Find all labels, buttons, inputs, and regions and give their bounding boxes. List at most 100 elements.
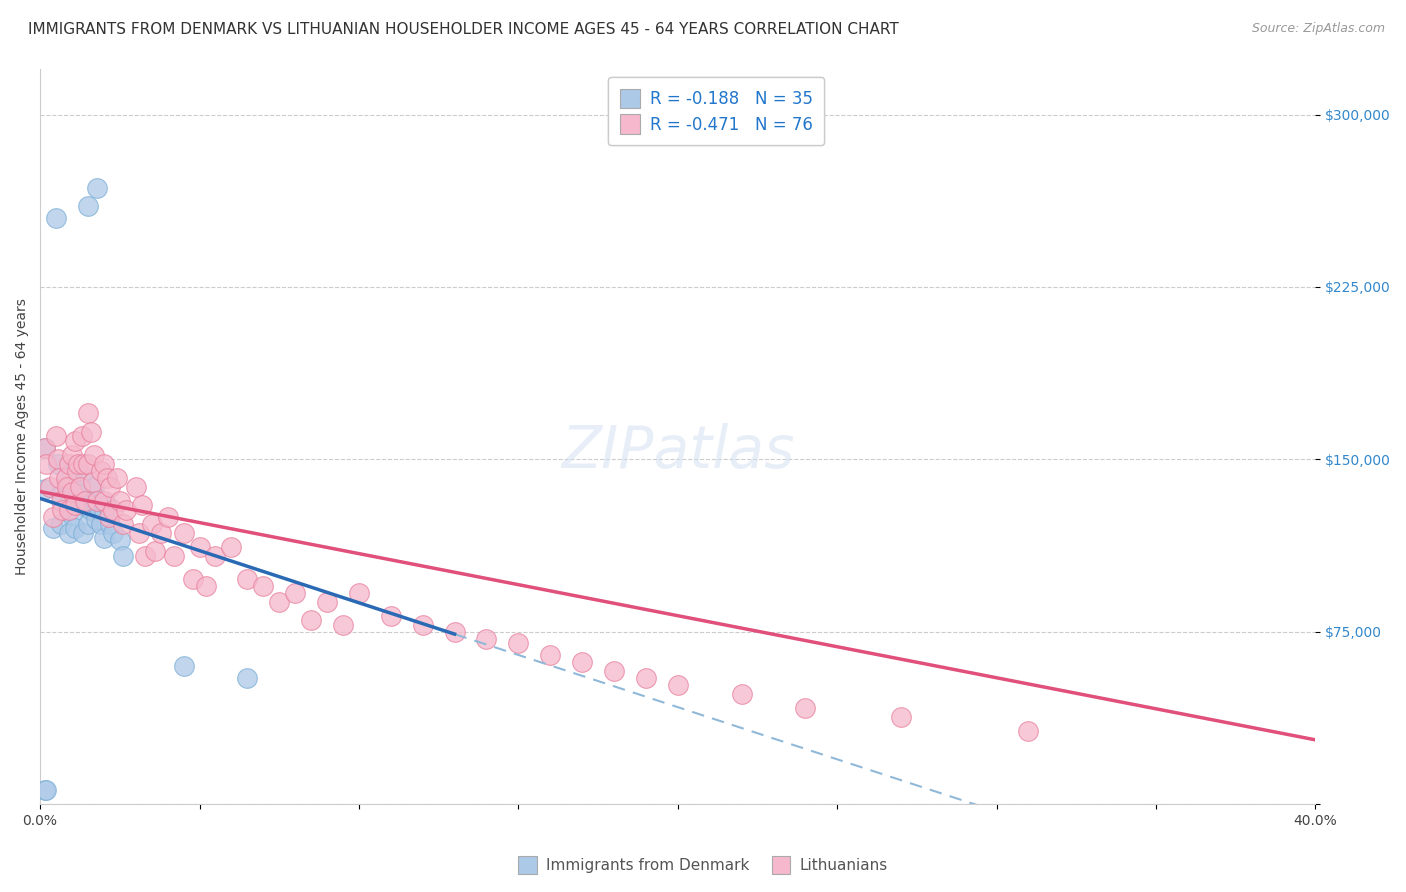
Point: [93, 503, 115, 517]
Point: [794, 700, 817, 714]
Point: [34, 482, 56, 496]
Point: [55, 471, 77, 485]
Point: [131, 499, 153, 513]
Point: [93, 493, 115, 508]
Text: Source: ZipAtlas.com: Source: ZipAtlas.com: [1251, 22, 1385, 36]
Point: [666, 678, 689, 692]
Point: [221, 540, 243, 554]
Point: [48, 471, 70, 485]
Point: [173, 659, 195, 673]
Point: [103, 525, 125, 540]
Text: IMMIGRANTS FROM DENMARK VS LITHUANIAN HOUSEHOLDER INCOME AGES 45 - 64 YEARS CORR: IMMIGRANTS FROM DENMARK VS LITHUANIAN HO…: [28, 22, 898, 37]
Point: [77, 199, 100, 213]
Point: [63, 499, 86, 513]
Point: [77, 516, 100, 531]
Point: [156, 509, 179, 524]
Point: [60, 484, 83, 499]
Point: [115, 503, 138, 517]
Y-axis label: Householder Income Ages 45 - 64 years: Householder Income Ages 45 - 64 years: [15, 298, 30, 574]
Point: [55, 475, 77, 490]
Point: [143, 544, 166, 558]
Point: [412, 618, 434, 632]
Point: [603, 664, 626, 678]
Point: [299, 613, 322, 627]
Text: ZIPatlas: ZIPatlas: [561, 423, 794, 480]
Point: [70, 468, 93, 483]
Point: [83, 448, 105, 462]
Point: [634, 671, 657, 685]
Point: [72, 457, 94, 471]
Point: [46, 457, 69, 471]
Point: [42, 521, 65, 535]
Point: [98, 516, 121, 531]
Point: [60, 448, 83, 462]
Point: [86, 493, 108, 508]
Point: [46, 452, 69, 467]
Point: [141, 516, 163, 531]
Point: [60, 508, 83, 522]
Point: [93, 531, 115, 545]
Point: [538, 648, 561, 662]
Point: [163, 549, 186, 563]
Point: [269, 595, 291, 609]
Point: [34, 441, 56, 455]
Point: [97, 509, 120, 524]
Point: [82, 475, 104, 490]
Point: [134, 549, 156, 563]
Point: [194, 579, 217, 593]
Point: [34, 783, 56, 797]
Point: [181, 572, 204, 586]
Point: [77, 457, 100, 471]
Point: [63, 521, 86, 535]
Point: [380, 608, 402, 623]
Point: [111, 516, 134, 531]
Point: [49, 493, 72, 508]
Point: [51, 503, 73, 517]
Point: [111, 549, 134, 563]
Point: [443, 624, 465, 639]
Point: [73, 493, 96, 508]
Point: [90, 516, 112, 531]
Point: [103, 503, 125, 517]
Point: [83, 480, 105, 494]
Point: [35, 457, 58, 471]
Point: [125, 480, 148, 494]
Point: [72, 499, 94, 513]
Point: [63, 434, 86, 448]
Point: [105, 471, 128, 485]
Point: [316, 595, 339, 609]
Point: [58, 457, 80, 471]
Point: [69, 480, 91, 494]
Point: [49, 487, 72, 501]
Point: [42, 509, 65, 524]
Point: [890, 710, 912, 724]
Point: [67, 487, 90, 501]
Point: [284, 585, 307, 599]
Point: [60, 471, 83, 485]
Point: [93, 457, 115, 471]
Point: [96, 471, 118, 485]
Point: [66, 464, 89, 478]
Point: [108, 493, 131, 508]
Point: [188, 540, 211, 554]
Legend: R = -0.188   N = 35, R = -0.471   N = 76: R = -0.188 N = 35, R = -0.471 N = 76: [607, 77, 824, 145]
Point: [56, 480, 79, 494]
Point: [252, 579, 274, 593]
Point: [80, 503, 103, 517]
Point: [128, 525, 150, 540]
Point: [80, 425, 103, 439]
Point: [63, 480, 86, 494]
Point: [571, 655, 593, 669]
Point: [508, 636, 530, 650]
Point: [475, 632, 498, 646]
Point: [236, 572, 259, 586]
Point: [45, 429, 67, 443]
Point: [38, 480, 60, 494]
Point: [332, 618, 354, 632]
Point: [58, 503, 80, 517]
Point: [90, 464, 112, 478]
Point: [70, 429, 93, 443]
Point: [86, 499, 108, 513]
Point: [96, 499, 118, 513]
Point: [730, 687, 752, 701]
